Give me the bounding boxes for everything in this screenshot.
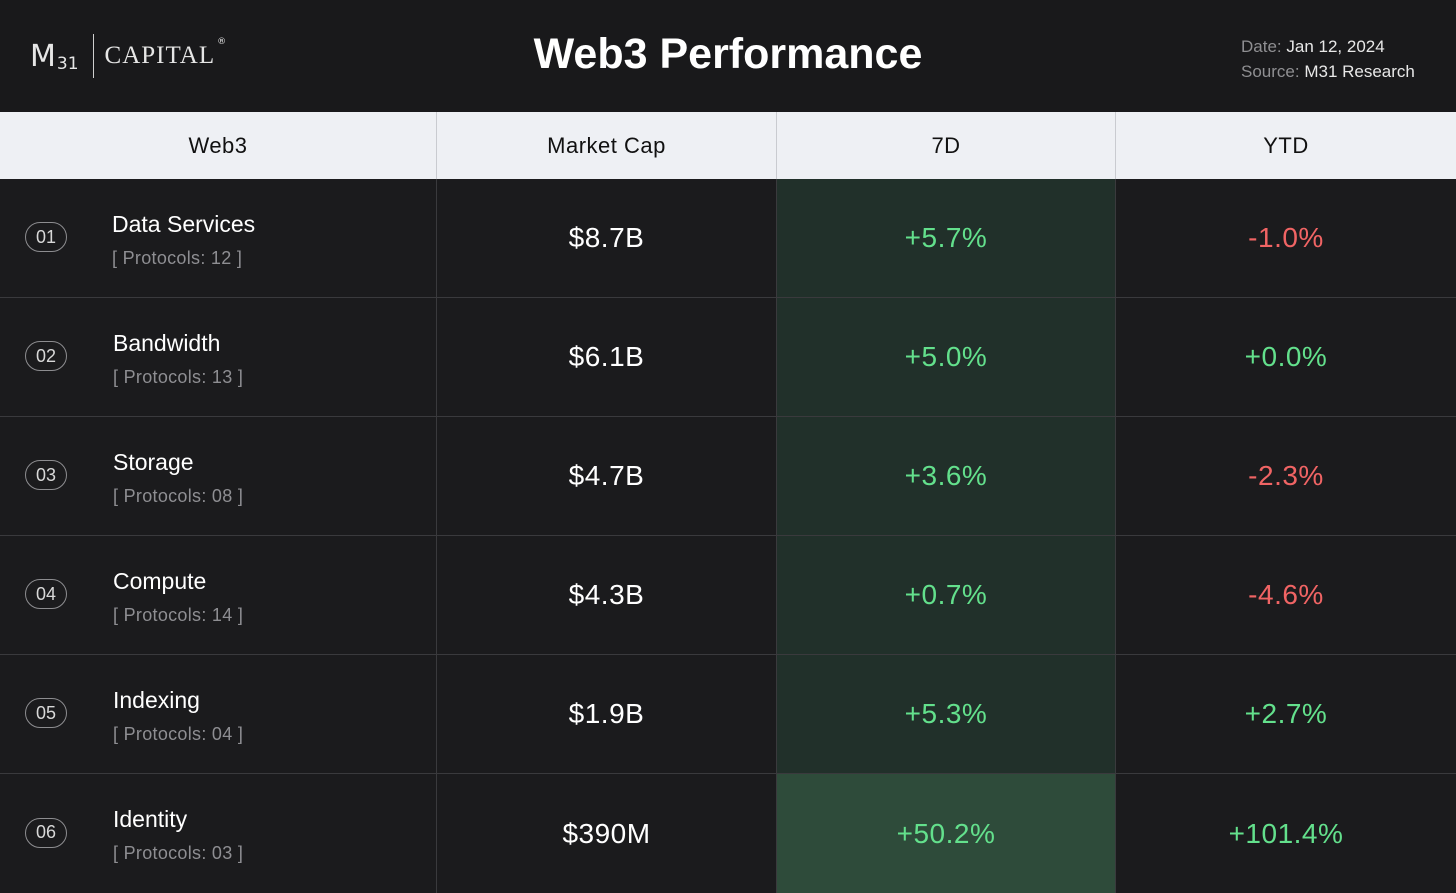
category-name: Compute [113, 568, 207, 594]
table-body: 01 Data Services [ Protocols: 12 ] $8.7B… [0, 179, 1456, 893]
category-info: Indexing [ Protocols: 04 ] [113, 685, 243, 745]
market-cap-cell: $390M [437, 774, 777, 893]
table-row: 06 Identity [ Protocols: 03 ] $390M +50.… [0, 774, 1456, 893]
market-cap-value: $4.7B [568, 460, 645, 491]
table-header: Web3 Market Cap 7D YTD [0, 112, 1456, 179]
7d-cell: +3.6% [777, 417, 1116, 535]
protocol-count: [ Protocols: 03 ] [113, 843, 244, 863]
category-info: Compute [ Protocols: 14 ] [113, 566, 243, 626]
page-title: Web3 Performance [533, 30, 923, 78]
market-cap-cell: $8.7B [437, 179, 777, 297]
performance-table: Web3 Market Cap 7D YTD 01 Data Services … [0, 112, 1456, 893]
market-cap-cell: $1.9B [437, 655, 777, 773]
report-meta: Date: Jan 12, 2024 Source: M31 Research [1241, 34, 1415, 84]
logo-wordmark: CAPITAL [104, 42, 216, 69]
7d-change: +50.2% [896, 817, 996, 849]
source-line: Source: M31 Research [1241, 59, 1415, 84]
category-info: Data Services [ Protocols: 12 ] [112, 209, 255, 269]
m31-capital-logo: M 31 CAPITAL ® [30, 34, 226, 78]
category-cell: 05 Indexing [ Protocols: 04 ] [0, 655, 437, 773]
category-name: Indexing [113, 687, 200, 713]
category-cell: 03 Storage [ Protocols: 08 ] [0, 417, 437, 535]
category-info: Storage [ Protocols: 08 ] [113, 447, 243, 507]
protocol-count: [ Protocols: 14 ] [113, 605, 244, 625]
ytd-change: -4.6% [1248, 579, 1324, 610]
date-line: Date: Jan 12, 2024 [1241, 34, 1415, 59]
column-header-ytd: YTD [1263, 132, 1309, 158]
logo-divider [92, 34, 94, 78]
category-info: Bandwidth [ Protocols: 13 ] [113, 328, 243, 388]
ytd-change: +101.4% [1228, 817, 1344, 849]
market-cap-value: $1.9B [568, 698, 645, 729]
market-cap-value: $390M [562, 817, 651, 849]
market-cap-cell: $4.7B [437, 417, 777, 535]
market-cap-value: $8.7B [568, 222, 645, 253]
7d-change: +5.3% [904, 698, 988, 729]
ytd-change: -2.3% [1248, 460, 1324, 491]
ytd-cell: +101.4% [1116, 774, 1456, 893]
rank-badge: 05 [25, 698, 67, 728]
table-row: 03 Storage [ Protocols: 08 ] $4.7B +3.6%… [0, 417, 1456, 536]
logo-mark: M [30, 38, 56, 74]
column-header-7d: 7D [777, 112, 1116, 179]
column-header-web3: Web3 [0, 112, 437, 179]
ytd-cell: -1.0% [1116, 179, 1456, 297]
category-cell: 06 Identity [ Protocols: 03 ] [0, 774, 437, 893]
protocol-count: [ Protocols: 04 ] [113, 724, 244, 744]
ytd-change: -1.0% [1248, 222, 1324, 253]
7d-cell: +5.7% [777, 179, 1116, 297]
date-value: Jan 12, 2024 [1286, 37, 1385, 56]
rank-badge: 04 [25, 579, 67, 609]
market-cap-value: $6.1B [568, 341, 645, 372]
market-cap-value: $4.3B [568, 579, 645, 610]
table-row: 04 Compute [ Protocols: 14 ] $4.3B +0.7%… [0, 536, 1456, 655]
ytd-change: +2.7% [1244, 698, 1328, 729]
protocol-count: [ Protocols: 12 ] [112, 248, 243, 268]
ytd-cell: -2.3% [1116, 417, 1456, 535]
ytd-cell: +0.0% [1116, 298, 1456, 416]
ytd-cell: -4.6% [1116, 536, 1456, 654]
protocol-count: [ Protocols: 13 ] [113, 367, 244, 387]
rank-badge: 02 [25, 341, 67, 371]
7d-cell: +0.7% [777, 536, 1116, 654]
source-label: Source: [1241, 62, 1300, 81]
rank-badge: 06 [25, 817, 67, 848]
protocol-count: [ Protocols: 08 ] [113, 486, 244, 506]
7d-change: +5.0% [904, 341, 988, 372]
logo-registered-mark: ® [217, 37, 227, 47]
rank-badge: 03 [25, 460, 67, 490]
header: M 31 CAPITAL ® Web3 Performance Date: Ja… [0, 0, 1456, 112]
7d-change: +0.7% [904, 579, 988, 610]
category-name: Data Services [112, 211, 256, 237]
7d-cell: +5.3% [777, 655, 1116, 773]
category-name: Storage [113, 449, 194, 475]
7d-change: +3.6% [904, 460, 988, 491]
7d-cell: +5.0% [777, 298, 1116, 416]
market-cap-cell: $4.3B [437, 536, 777, 654]
rank-badge: 01 [25, 222, 67, 252]
category-name: Bandwidth [113, 330, 221, 356]
date-label: Date: [1241, 37, 1282, 56]
category-cell: 01 Data Services [ Protocols: 12 ] [0, 179, 437, 297]
category-cell: 04 Compute [ Protocols: 14 ] [0, 536, 437, 654]
category-cell: 02 Bandwidth [ Protocols: 13 ] [0, 298, 437, 416]
market-cap-cell: $6.1B [437, 298, 777, 416]
logo-subscript: 31 [56, 54, 79, 74]
table-row: 05 Indexing [ Protocols: 04 ] $1.9B +5.3… [0, 655, 1456, 774]
ytd-cell: +2.7% [1116, 655, 1456, 773]
7d-change: +5.7% [904, 222, 988, 253]
table-row: 02 Bandwidth [ Protocols: 13 ] $6.1B +5.… [0, 298, 1456, 417]
table-row: 01 Data Services [ Protocols: 12 ] $8.7B… [0, 179, 1456, 298]
source-value: M31 Research [1304, 62, 1415, 81]
category-name: Identity [113, 806, 188, 832]
7d-cell: +50.2% [777, 774, 1116, 893]
column-header-market-cap: Market Cap [437, 112, 777, 179]
ytd-change: +0.0% [1244, 341, 1328, 372]
category-info: Identity [ Protocols: 03 ] [113, 804, 243, 864]
